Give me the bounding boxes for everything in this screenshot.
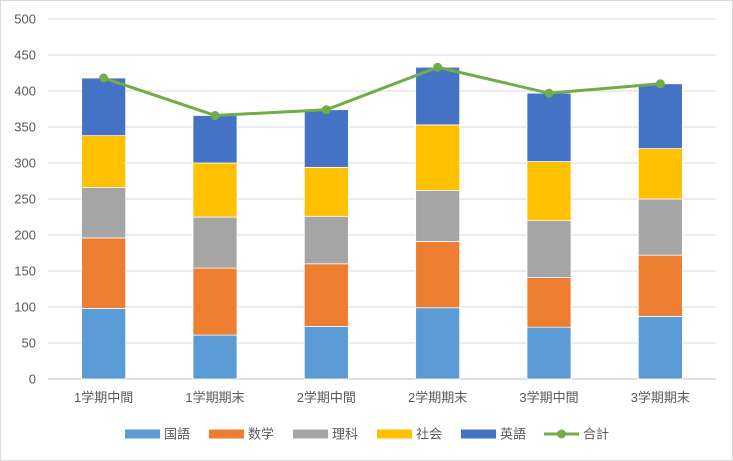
x-tick-label: 2学期中間 [297, 390, 356, 405]
y-tick-label: 150 [14, 264, 36, 279]
bar-segment-数学 [303, 263, 349, 327]
legend-swatch [461, 429, 496, 439]
bar-segment-理科 [81, 187, 127, 239]
bar-segment-社会 [637, 148, 683, 200]
legend-label: 社会 [416, 427, 442, 443]
x-axis-ticks: 1学期中間 1学期期末 2学期中間 2学期期末 3学期中間 3学期期末 [74, 390, 690, 405]
bar-segment-数学 [415, 241, 461, 309]
bar-segment-英語 [637, 83, 683, 149]
total-point [655, 79, 665, 89]
bar-segment-数学 [637, 254, 683, 317]
bar-segment-社会 [81, 135, 127, 188]
bar-segment-英語 [415, 66, 461, 126]
x-tick-label: 2学期期末 [408, 390, 467, 405]
bar-segment-数学 [81, 237, 127, 309]
legend-swatch [209, 429, 244, 439]
bar-segment-国語 [526, 326, 572, 380]
total-point [544, 88, 554, 98]
y-tick-label: 250 [14, 192, 36, 207]
y-axis-ticks: 0 50 100 150 200 250 300 350 400 450 500 [14, 12, 36, 387]
legend-label: 英語 [500, 427, 526, 443]
bar-segment-社会 [192, 162, 238, 218]
legend-swatch [293, 429, 328, 439]
bar-segment-英語 [192, 115, 238, 164]
bar-segment-英語 [81, 77, 127, 137]
bar-segment-英語 [303, 109, 349, 168]
y-tick-label: 50 [22, 336, 36, 351]
x-tick-label: 3学期中間 [519, 390, 578, 405]
bar-segment-国語 [81, 308, 127, 380]
bar-segment-社会 [415, 124, 461, 191]
bar-segment-国語 [415, 307, 461, 380]
bar-segment-数学 [526, 277, 572, 328]
legend-label: 数学 [248, 427, 274, 443]
legend-label: 合計 [583, 427, 609, 443]
bar-segment-国語 [303, 326, 349, 380]
y-tick-label: 300 [14, 156, 36, 171]
legend-label: 理科 [332, 428, 358, 443]
legend-swatch-marker [557, 429, 566, 439]
bar-segment-社会 [303, 166, 349, 217]
bar-segment-国語 [192, 334, 238, 380]
bar-segment-理科 [192, 216, 238, 269]
bar-segment-理科 [526, 220, 572, 278]
total-point [210, 110, 220, 120]
y-tick-label: 200 [14, 228, 36, 243]
y-tick-label: 400 [14, 84, 36, 99]
x-tick-label: 1学期期末 [185, 390, 244, 405]
legend: 国語 数学 理科 社会 英語 合計 [125, 427, 609, 443]
total-line [99, 62, 665, 120]
y-tick-label: 350 [14, 120, 36, 135]
total-point [321, 105, 331, 115]
y-tick-label: 450 [14, 48, 36, 63]
bar-segment-理科 [415, 189, 461, 242]
legend-label: 国語 [164, 427, 190, 443]
bar-segment-数学 [192, 267, 238, 336]
gridlines [48, 18, 716, 380]
legend-swatch [377, 429, 412, 439]
bar-segment-理科 [637, 198, 683, 256]
bars [81, 66, 683, 380]
x-tick-label: 3学期期末 [631, 390, 690, 405]
total-point [433, 62, 443, 72]
total-point [99, 73, 109, 83]
legend-swatch [125, 429, 160, 439]
bar-segment-国語 [637, 315, 683, 380]
bar-segment-社会 [526, 161, 572, 221]
y-tick-label: 100 [14, 300, 36, 315]
bar-segment-理科 [303, 215, 349, 265]
bar-segment-英語 [526, 92, 572, 162]
y-tick-label: 0 [29, 372, 36, 387]
total-series-line [103, 65, 661, 117]
x-tick-label: 1学期中間 [74, 390, 133, 405]
y-tick-label: 500 [14, 12, 36, 27]
